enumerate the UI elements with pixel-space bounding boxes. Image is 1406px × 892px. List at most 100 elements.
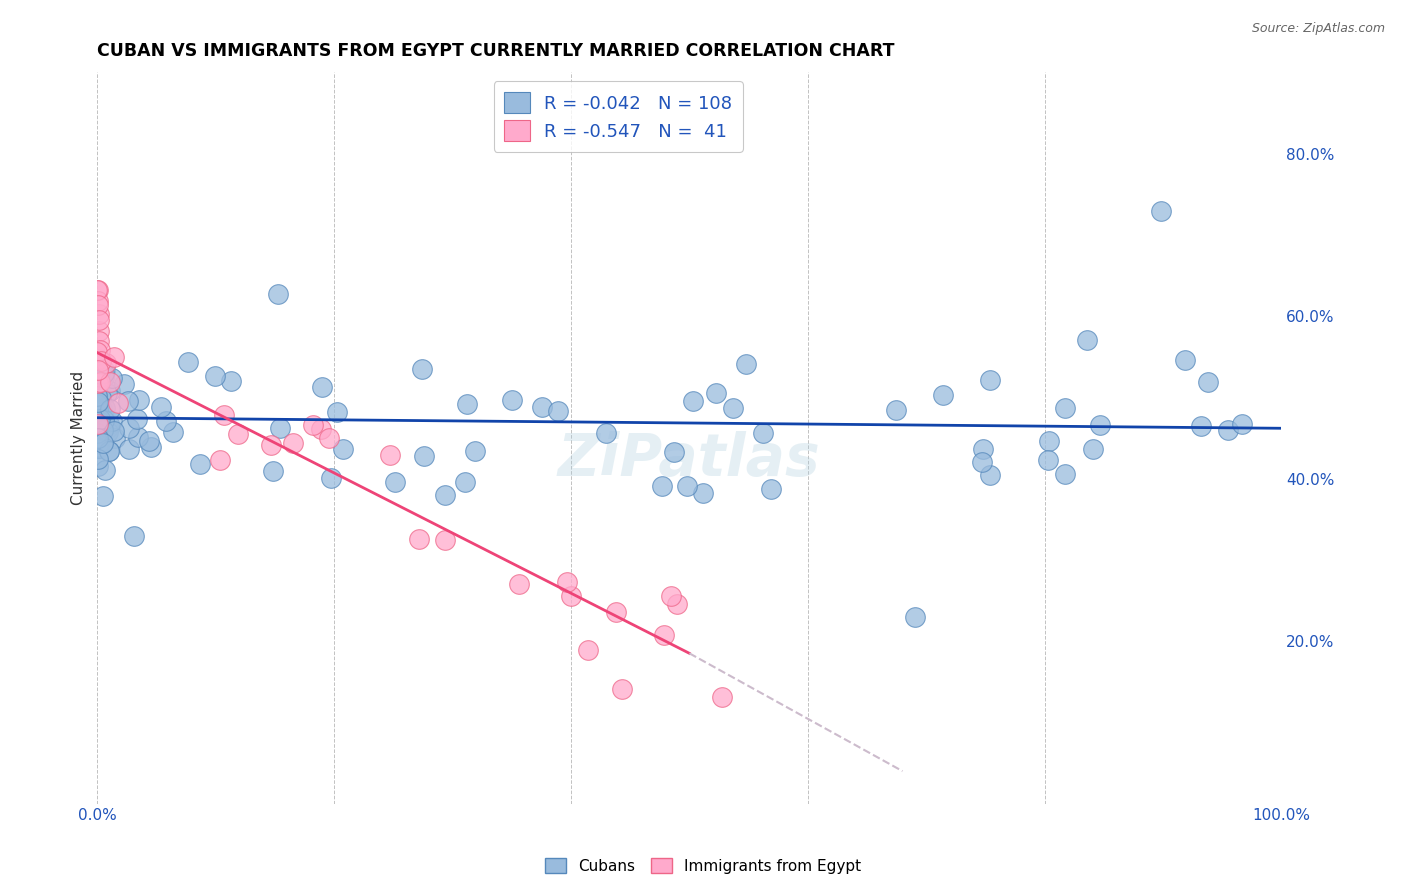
Point: [735, 358, 758, 372]
Point: [682, 393, 704, 408]
Point: [665, 598, 688, 612]
Point: [118, 421, 141, 435]
Point: [162, 425, 184, 440]
Point: [91, 489, 114, 503]
Point: [101, 371, 124, 385]
Point: [547, 404, 569, 418]
Point: [1038, 434, 1060, 448]
Point: [107, 395, 129, 409]
Point: [759, 482, 782, 496]
Point: [98, 417, 121, 431]
Point: [576, 643, 599, 657]
Point: [87, 363, 110, 377]
Point: [93, 367, 115, 381]
Point: [177, 354, 200, 368]
Point: [884, 403, 907, 417]
Point: [1198, 375, 1220, 389]
Point: [318, 431, 340, 445]
Point: [127, 430, 149, 444]
Point: [87, 312, 110, 326]
Point: [150, 401, 173, 415]
Point: [98, 375, 121, 389]
Point: [86, 293, 108, 308]
Point: [501, 392, 523, 407]
Point: [190, 457, 212, 471]
Point: [128, 393, 150, 408]
Point: [267, 287, 290, 301]
Point: [89, 418, 111, 433]
Point: [89, 343, 111, 358]
Point: [86, 386, 108, 401]
Point: [904, 609, 927, 624]
Point: [91, 417, 114, 432]
Legend: R = -0.042   N = 108, R = -0.547   N =  41: R = -0.042 N = 108, R = -0.547 N = 41: [494, 81, 742, 152]
Point: [89, 414, 111, 428]
Point: [86, 415, 108, 429]
Point: [454, 475, 477, 489]
Point: [155, 414, 177, 428]
Point: [326, 405, 349, 419]
Point: [384, 475, 406, 489]
Point: [1150, 203, 1173, 218]
Point: [94, 364, 117, 378]
Point: [560, 589, 582, 603]
Point: [1054, 401, 1077, 416]
Point: [100, 384, 122, 398]
Point: [659, 590, 682, 604]
Point: [652, 628, 675, 642]
Point: [89, 334, 111, 348]
Point: [91, 423, 114, 437]
Point: [332, 442, 354, 456]
Point: [89, 376, 111, 390]
Point: [309, 422, 332, 436]
Point: [704, 386, 727, 401]
Point: [931, 388, 953, 402]
Point: [204, 368, 226, 383]
Point: [972, 442, 994, 457]
Point: [555, 575, 578, 590]
Point: [972, 455, 994, 469]
Text: CUBAN VS IMMIGRANTS FROM EGYPT CURRENTLY MARRIED CORRELATION CHART: CUBAN VS IMMIGRANTS FROM EGYPT CURRENTLY…: [97, 42, 894, 60]
Point: [96, 425, 118, 440]
Point: [138, 434, 160, 448]
Point: [710, 690, 733, 705]
Point: [610, 682, 633, 697]
Y-axis label: Currently Married: Currently Married: [72, 371, 86, 505]
Point: [93, 413, 115, 427]
Point: [208, 452, 231, 467]
Point: [89, 412, 111, 426]
Point: [87, 395, 110, 409]
Point: [101, 414, 124, 428]
Point: [125, 411, 148, 425]
Point: [103, 350, 125, 364]
Point: [87, 459, 110, 474]
Point: [676, 479, 699, 493]
Point: [456, 397, 478, 411]
Point: [1038, 453, 1060, 467]
Point: [531, 400, 554, 414]
Point: [91, 402, 114, 417]
Point: [90, 362, 112, 376]
Point: [86, 389, 108, 403]
Point: [595, 426, 617, 441]
Point: [94, 356, 117, 370]
Point: [87, 431, 110, 445]
Point: [118, 442, 141, 456]
Point: [89, 436, 111, 450]
Point: [302, 417, 325, 432]
Point: [378, 448, 401, 462]
Point: [979, 468, 1001, 483]
Point: [104, 431, 127, 445]
Point: [508, 576, 530, 591]
Point: [721, 401, 744, 415]
Point: [259, 438, 281, 452]
Text: Source: ZipAtlas.com: Source: ZipAtlas.com: [1251, 22, 1385, 36]
Point: [464, 444, 486, 458]
Point: [433, 488, 456, 502]
Point: [262, 464, 284, 478]
Point: [89, 308, 111, 322]
Point: [89, 408, 111, 422]
Point: [979, 373, 1001, 387]
Point: [103, 424, 125, 438]
Point: [281, 436, 304, 450]
